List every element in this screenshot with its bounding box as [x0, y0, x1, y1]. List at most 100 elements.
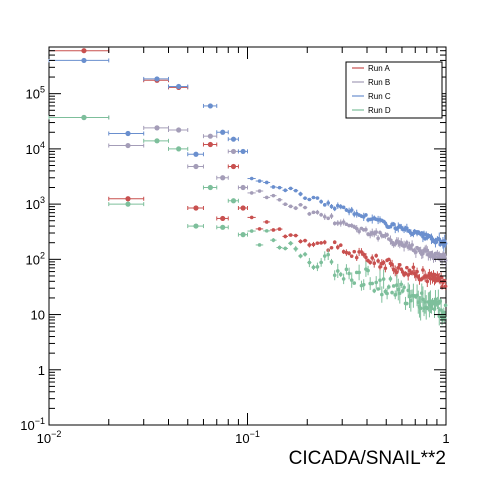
- data-point: [303, 252, 307, 257]
- data-point: [220, 215, 226, 222]
- data-point: [341, 205, 346, 210]
- data-point: [396, 265, 401, 270]
- data-point: [315, 265, 320, 269]
- data-point: [399, 282, 404, 287]
- data-point: [399, 267, 404, 271]
- data-point: [361, 282, 366, 287]
- data-point: [374, 253, 378, 258]
- data-point: [386, 285, 391, 289]
- data-point: [393, 293, 398, 297]
- data-point: [307, 243, 312, 247]
- data-point: [383, 221, 388, 226]
- data-point: [154, 138, 160, 144]
- legend-label: Run D: [368, 106, 391, 115]
- data-point: [264, 229, 269, 233]
- data-point: [176, 83, 182, 90]
- data-point: [125, 201, 131, 207]
- data-point: [207, 133, 213, 139]
- data-point: [335, 245, 340, 250]
- data-point: [352, 249, 357, 254]
- data-point: [322, 203, 327, 207]
- data-point: [394, 283, 399, 287]
- data-point: [364, 227, 368, 232]
- data-point: [288, 233, 293, 237]
- data-point: [378, 230, 382, 235]
- series-run-c: [48, 57, 448, 252]
- data-point: [400, 270, 405, 274]
- data-point: [335, 203, 340, 208]
- data-point: [405, 301, 409, 306]
- data-point: [338, 272, 343, 277]
- data-point: [298, 239, 303, 244]
- data-point: [344, 222, 349, 227]
- data-point: [338, 204, 343, 209]
- data-point: [154, 125, 160, 131]
- data-point: [240, 148, 246, 155]
- data-point: [207, 103, 213, 109]
- data-point: [315, 196, 320, 200]
- data-point: [418, 306, 423, 311]
- data-point: [335, 269, 340, 273]
- data-point: [374, 280, 378, 285]
- data-point: [315, 210, 320, 215]
- data-point: [341, 220, 346, 224]
- data-point: [386, 257, 391, 262]
- data-point: [344, 250, 349, 255]
- data-point: [385, 291, 389, 296]
- data-point: [335, 221, 340, 225]
- data-point: [357, 229, 361, 234]
- data-point: [443, 284, 448, 289]
- data-point: [307, 197, 312, 202]
- data-point: [220, 224, 226, 230]
- data-marks: [48, 48, 448, 326]
- data-point: [396, 287, 401, 292]
- data-point: [264, 220, 269, 224]
- data-point: [288, 186, 293, 191]
- data-point: [322, 214, 327, 219]
- data-point: [361, 252, 366, 257]
- data-point: [425, 279, 430, 284]
- data-point: [176, 127, 182, 133]
- legend-label: Run B: [368, 78, 390, 87]
- data-point: [125, 130, 131, 137]
- data-point: [264, 195, 269, 200]
- data-point: [271, 185, 276, 189]
- data-point: [293, 188, 298, 193]
- data-point: [374, 230, 378, 234]
- data-point: [378, 265, 382, 269]
- x-axis-title: CICADA/SNAIL**2: [289, 448, 446, 469]
- data-point: [376, 236, 380, 241]
- y-tick-label: 10−1: [20, 416, 45, 433]
- data-point: [443, 303, 448, 308]
- data-point: [354, 226, 359, 231]
- data-point: [293, 233, 298, 238]
- data-point: [257, 179, 262, 183]
- data-point: [349, 208, 354, 212]
- data-point: [391, 284, 396, 288]
- data-point: [303, 196, 307, 200]
- data-point: [359, 250, 364, 254]
- y-tick-label: 102: [26, 250, 45, 267]
- y-axis-ticks: 10−1 1 10 102 103 104 105: [20, 46, 446, 433]
- data-point: [376, 287, 380, 291]
- data-point: [298, 192, 303, 196]
- data-point: [240, 184, 246, 191]
- data-point: [405, 226, 409, 230]
- data-point: [347, 223, 351, 228]
- data-point: [249, 191, 254, 195]
- data-point: [293, 206, 298, 210]
- data-point: [442, 278, 447, 283]
- data-point: [385, 233, 389, 237]
- data-point: [391, 222, 396, 227]
- data-point: [230, 198, 237, 204]
- data-point: [370, 281, 375, 286]
- data-point: [220, 129, 226, 135]
- data-point: [332, 221, 337, 226]
- data-point: [257, 189, 262, 193]
- data-point: [347, 271, 351, 276]
- data-point: [81, 114, 87, 121]
- legend-label: Run A: [368, 64, 390, 73]
- data-point: [344, 267, 349, 272]
